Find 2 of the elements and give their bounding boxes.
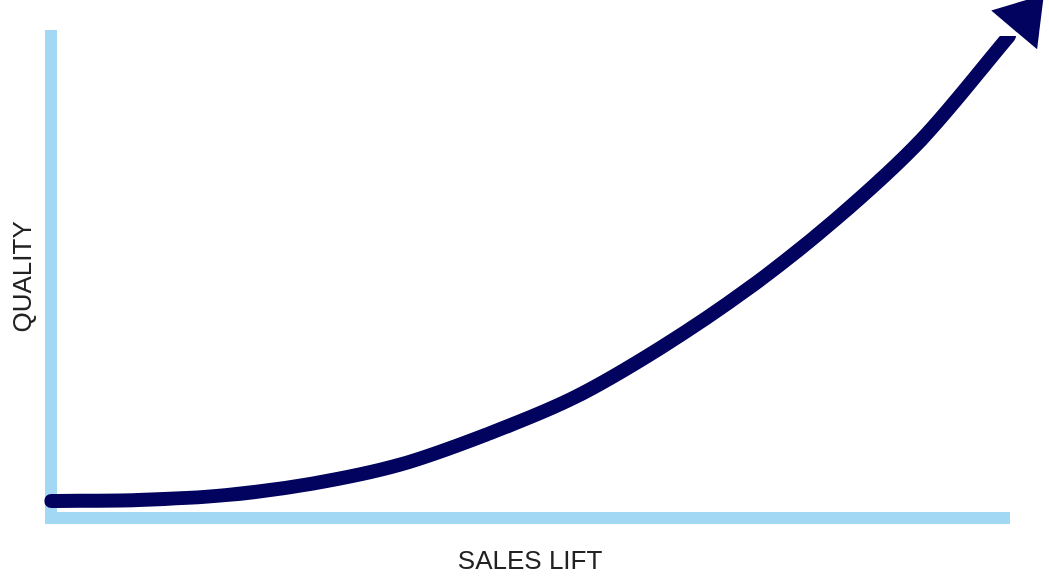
x-axis-title: SALES LIFT	[457, 544, 603, 575]
y-axis-title: QUALITY	[6, 221, 37, 333]
